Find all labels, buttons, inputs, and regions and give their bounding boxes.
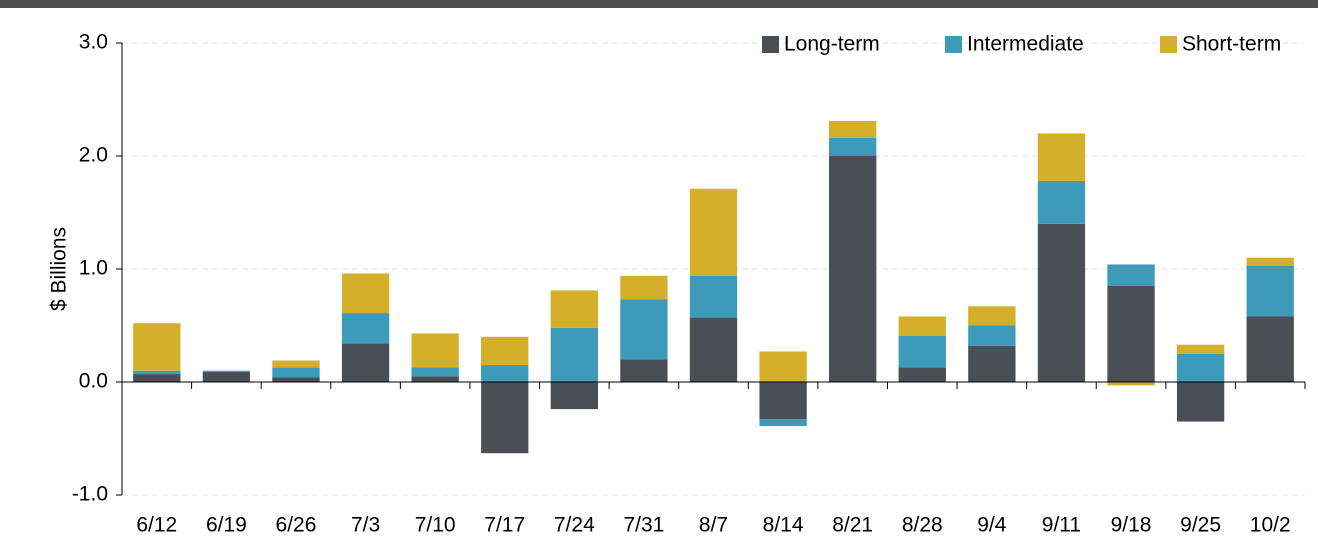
- bar-segment: [1176, 344, 1225, 354]
- x-tick-label: 8/21: [832, 514, 873, 537]
- bar-segment: [550, 327, 598, 382]
- bar-segment: [1037, 180, 1086, 224]
- x-tick-label: 7/31: [623, 514, 664, 537]
- y-tick-label: 1.0: [79, 257, 108, 280]
- x-tick-label: 8/28: [902, 514, 943, 537]
- x-tick-label: 6/12: [136, 514, 177, 537]
- x-tick-label: 8/7: [699, 514, 728, 537]
- bar-segment: [968, 325, 1016, 346]
- x-tick-label: 7/24: [554, 514, 595, 537]
- bar-segment: [620, 299, 668, 360]
- bar-segment: [133, 374, 181, 382]
- bar-segment: [1107, 382, 1155, 386]
- bar-segment: [1246, 257, 1294, 266]
- bar-segment: [1107, 264, 1155, 286]
- x-tick-label: 7/17: [484, 514, 525, 537]
- bar-segment: [272, 377, 320, 382]
- bar-segment: [1107, 285, 1155, 382]
- bar-segment: [133, 370, 181, 375]
- bar-segment: [411, 367, 459, 377]
- bar-segment: [759, 382, 807, 420]
- bar-segment: [272, 367, 320, 378]
- y-axis-label: $ Billions: [48, 227, 71, 311]
- legend-label: Long-term: [784, 33, 880, 56]
- bar-segment: [898, 367, 946, 382]
- bar-segment: [829, 156, 877, 382]
- bar-segment: [550, 382, 598, 410]
- x-tick-label: 7/3: [351, 514, 380, 537]
- bar-segment: [1176, 353, 1225, 382]
- y-tick-label: 0.0: [79, 370, 108, 393]
- bar-segment: [689, 188, 738, 276]
- bar-segment: [1037, 133, 1086, 181]
- bar-segment: [411, 333, 459, 368]
- bar-segment: [411, 376, 459, 382]
- y-tick-label: 3.0: [79, 31, 108, 54]
- top-band: [0, 0, 1318, 8]
- bar-segment: [829, 137, 877, 156]
- bar-segment: [341, 313, 390, 344]
- y-tick-label: -1.0: [72, 483, 108, 506]
- bar-segment: [1246, 316, 1294, 382]
- bar-segment: [689, 317, 738, 382]
- bar-segment: [689, 275, 738, 318]
- bar-segment: [272, 360, 320, 368]
- bar-segment: [133, 323, 181, 371]
- bar-segment: [898, 335, 946, 368]
- x-tick-label: 7/10: [415, 514, 456, 537]
- bar-segment: [620, 359, 668, 382]
- x-tick-label: 10/2: [1250, 514, 1291, 537]
- legend-swatch: [1160, 36, 1177, 53]
- bar-segment: [341, 273, 390, 314]
- x-tick-label: 9/25: [1180, 514, 1221, 537]
- bar-segment: [202, 371, 251, 382]
- bar-segment: [481, 365, 529, 382]
- bar-segment: [829, 120, 877, 138]
- bar-segment: [550, 290, 598, 328]
- bar-segment: [968, 345, 1016, 382]
- bar-segment: [202, 370, 251, 372]
- x-tick-label: 6/19: [206, 514, 247, 537]
- bar-segment: [481, 382, 529, 454]
- legend-label: Intermediate: [967, 33, 1084, 56]
- legend-swatch: [762, 36, 779, 53]
- x-tick-label: 6/26: [276, 514, 317, 537]
- bar-segment: [1037, 223, 1086, 382]
- x-tick-label: 9/11: [1042, 514, 1081, 537]
- bar-segment: [1176, 382, 1225, 422]
- x-tick-label: 8/14: [763, 514, 804, 537]
- legend-label: Short-term: [1182, 33, 1281, 56]
- bar-segment: [341, 343, 390, 382]
- bar-segment: [898, 316, 946, 336]
- bar-segment: [968, 306, 1016, 326]
- x-tick-label: 9/4: [977, 514, 1007, 537]
- bar-segment: [759, 351, 807, 382]
- bar-segment: [620, 275, 668, 300]
- y-tick-label: 2.0: [79, 144, 108, 167]
- legend-swatch: [945, 36, 962, 53]
- bar-segment: [759, 419, 807, 427]
- x-tick-label: 9/18: [1111, 514, 1152, 537]
- bar-segment: [481, 336, 529, 366]
- bar-segment: [1246, 265, 1294, 317]
